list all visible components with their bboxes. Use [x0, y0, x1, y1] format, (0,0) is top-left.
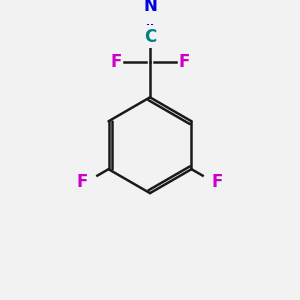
Text: F: F [212, 172, 223, 190]
Text: N: N [143, 0, 157, 15]
Text: F: F [110, 53, 122, 71]
Text: C: C [144, 28, 156, 46]
Text: F: F [77, 172, 88, 190]
Text: F: F [178, 53, 190, 71]
